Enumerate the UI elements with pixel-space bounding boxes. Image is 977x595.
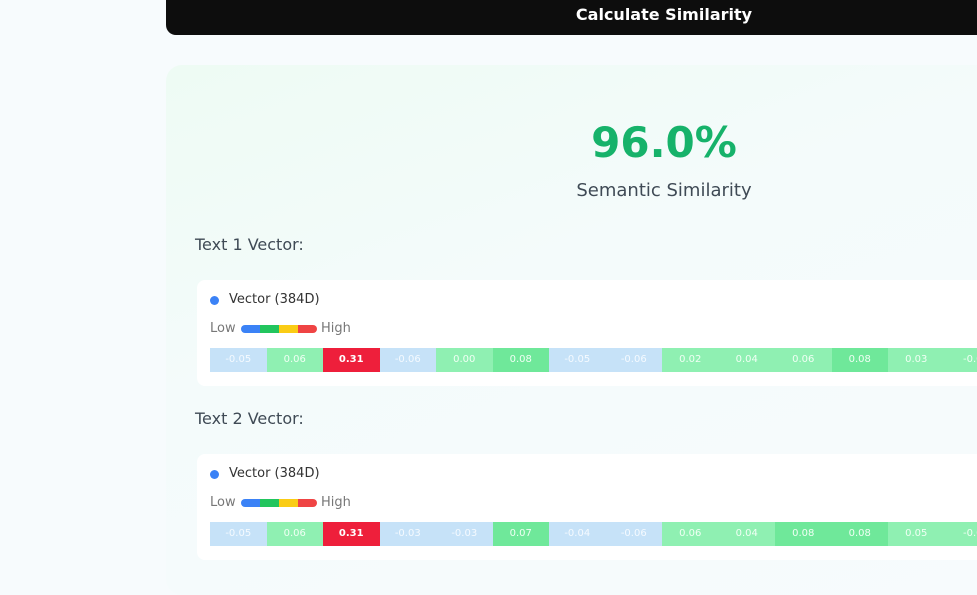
vector-cell: 0.00	[436, 348, 493, 372]
page: Calculate Similarity 96.0% Semantic Simi…	[0, 0, 977, 577]
vector-title: Text 1 Vector:	[195, 235, 304, 254]
vector-cell: -0.05	[549, 348, 606, 372]
vector-cell: 0.31	[323, 522, 380, 546]
vector-cell: 0.08	[832, 348, 889, 372]
vector-cell: -0.06	[606, 522, 663, 546]
vector-cell: 0.05	[888, 522, 945, 546]
vector-cell: 0.04	[719, 348, 776, 372]
vector-cell: 0.06	[662, 522, 719, 546]
legend-low: Low	[210, 495, 236, 510]
vector-cell: 0.08	[832, 522, 889, 546]
vector-name: Vector (384D)	[229, 466, 320, 481]
vector-cell: 0.03	[888, 348, 945, 372]
vector-cell: -0.0	[945, 348, 977, 372]
vector-cell: 0.08	[493, 348, 550, 372]
vector-dot	[210, 296, 219, 305]
vector-cell: -0.03	[380, 522, 437, 546]
vector-cell: -0.06	[606, 348, 663, 372]
legend-high: High	[321, 495, 351, 510]
vector-cell: 0.06	[267, 522, 324, 546]
legend-bar	[241, 325, 317, 333]
vector-dot	[210, 470, 219, 479]
vector-cell: 0.04	[719, 522, 776, 546]
vector-cell: 0.06	[267, 348, 324, 372]
legend-bar	[241, 499, 317, 507]
button-label[interactable]: Calculate Similarity	[166, 5, 977, 24]
vector-cell: -0.0	[945, 522, 977, 546]
vector-cell: -0.05	[210, 522, 267, 546]
vector-cell: 0.31	[323, 348, 380, 372]
vector-cell: -0.03	[436, 522, 493, 546]
legend-low: Low	[210, 321, 236, 336]
vector-cell: -0.04	[549, 522, 606, 546]
vector-title: Text 2 Vector:	[195, 409, 304, 428]
similarity-score: 96.0%	[464, 118, 864, 167]
vector-name: Vector (384D)	[229, 292, 320, 307]
score-label: Semantic Similarity	[464, 180, 864, 201]
vector-cell: 0.06	[775, 348, 832, 372]
legend-high: High	[321, 321, 351, 336]
vector-cell: 0.02	[662, 348, 719, 372]
vector-cell: -0.06	[380, 348, 437, 372]
vector-cell: -0.05	[210, 348, 267, 372]
vector-cell: 0.08	[775, 522, 832, 546]
vector-cell: 0.07	[493, 522, 550, 546]
